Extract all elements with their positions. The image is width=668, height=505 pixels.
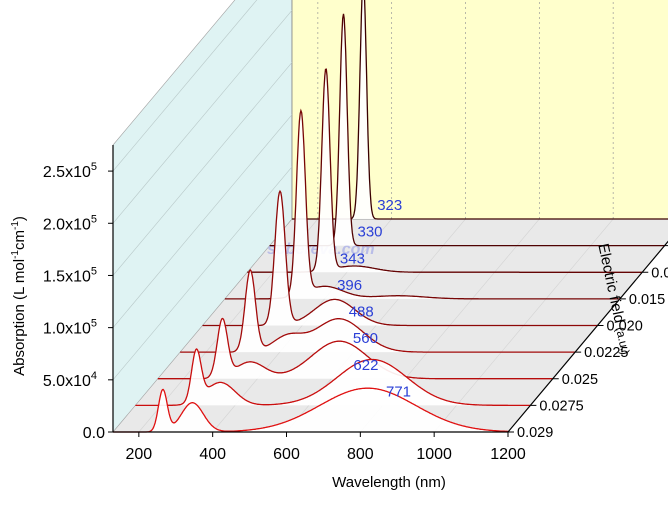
series-line (202, 189, 598, 327)
field-tick-label: 0.025 (562, 372, 598, 388)
side-grid-line (112, 114, 293, 328)
x-tick-label: 1000 (416, 446, 452, 463)
x-axis-title: Wavelength (nm) (332, 474, 446, 491)
x-tick-label: 1200 (490, 446, 526, 463)
series-fill (113, 388, 508, 432)
y-tick-label: 1.5x105 (43, 265, 97, 285)
field-tick-label: 0.029 (517, 425, 553, 441)
series-fill (224, 110, 620, 299)
peak-label: 323 (377, 197, 402, 214)
y-tick-label: 1.0x105 (43, 318, 97, 338)
series-line (135, 348, 531, 407)
peak-label: 622 (353, 357, 378, 374)
series-line (269, 13, 665, 247)
y-tick-label: 2.0x105 (43, 213, 97, 233)
x-tick-label: 800 (347, 446, 374, 463)
series-line (113, 387, 508, 433)
series-line (180, 269, 576, 353)
peak-label: 771 (386, 383, 411, 400)
y-axis-title: Absorption (L mol-1cm-1) (10, 216, 28, 376)
peak-label: 488 (349, 304, 374, 321)
y-tick-label: 5.0x104 (43, 370, 97, 390)
field-tick-label: 0.015 (629, 292, 665, 308)
series-line (224, 108, 620, 300)
series-line (292, 0, 668, 220)
series-line (157, 317, 553, 380)
field-tick-label: 0.0275 (539, 398, 583, 414)
series-fill (202, 191, 598, 326)
peak-label: 396 (337, 277, 362, 294)
series-curves (113, 0, 668, 433)
y-tick-label: 0.0 (83, 425, 105, 442)
peak-label: 560 (353, 330, 378, 347)
field-tick-label: 0.010 (651, 265, 668, 281)
peak-label: 330 (358, 224, 383, 241)
series-fill (247, 69, 643, 273)
side-grid-line (112, 10, 293, 224)
y-tick-label: 2.5x105 (43, 161, 97, 181)
peak-label: 343 (340, 250, 365, 267)
x-tick-label: 600 (273, 446, 300, 463)
field-tick-label: 0.0225 (584, 345, 628, 361)
axes (108, 145, 668, 437)
side-grid-line (112, 166, 293, 381)
field-tick-label: 0.020 (607, 319, 643, 335)
side-grid-line (112, 0, 258, 172)
series-line (247, 68, 643, 273)
side-grid-line (112, 62, 293, 276)
x-tick-label: 200 (125, 446, 152, 463)
x-tick-label: 400 (199, 446, 226, 463)
